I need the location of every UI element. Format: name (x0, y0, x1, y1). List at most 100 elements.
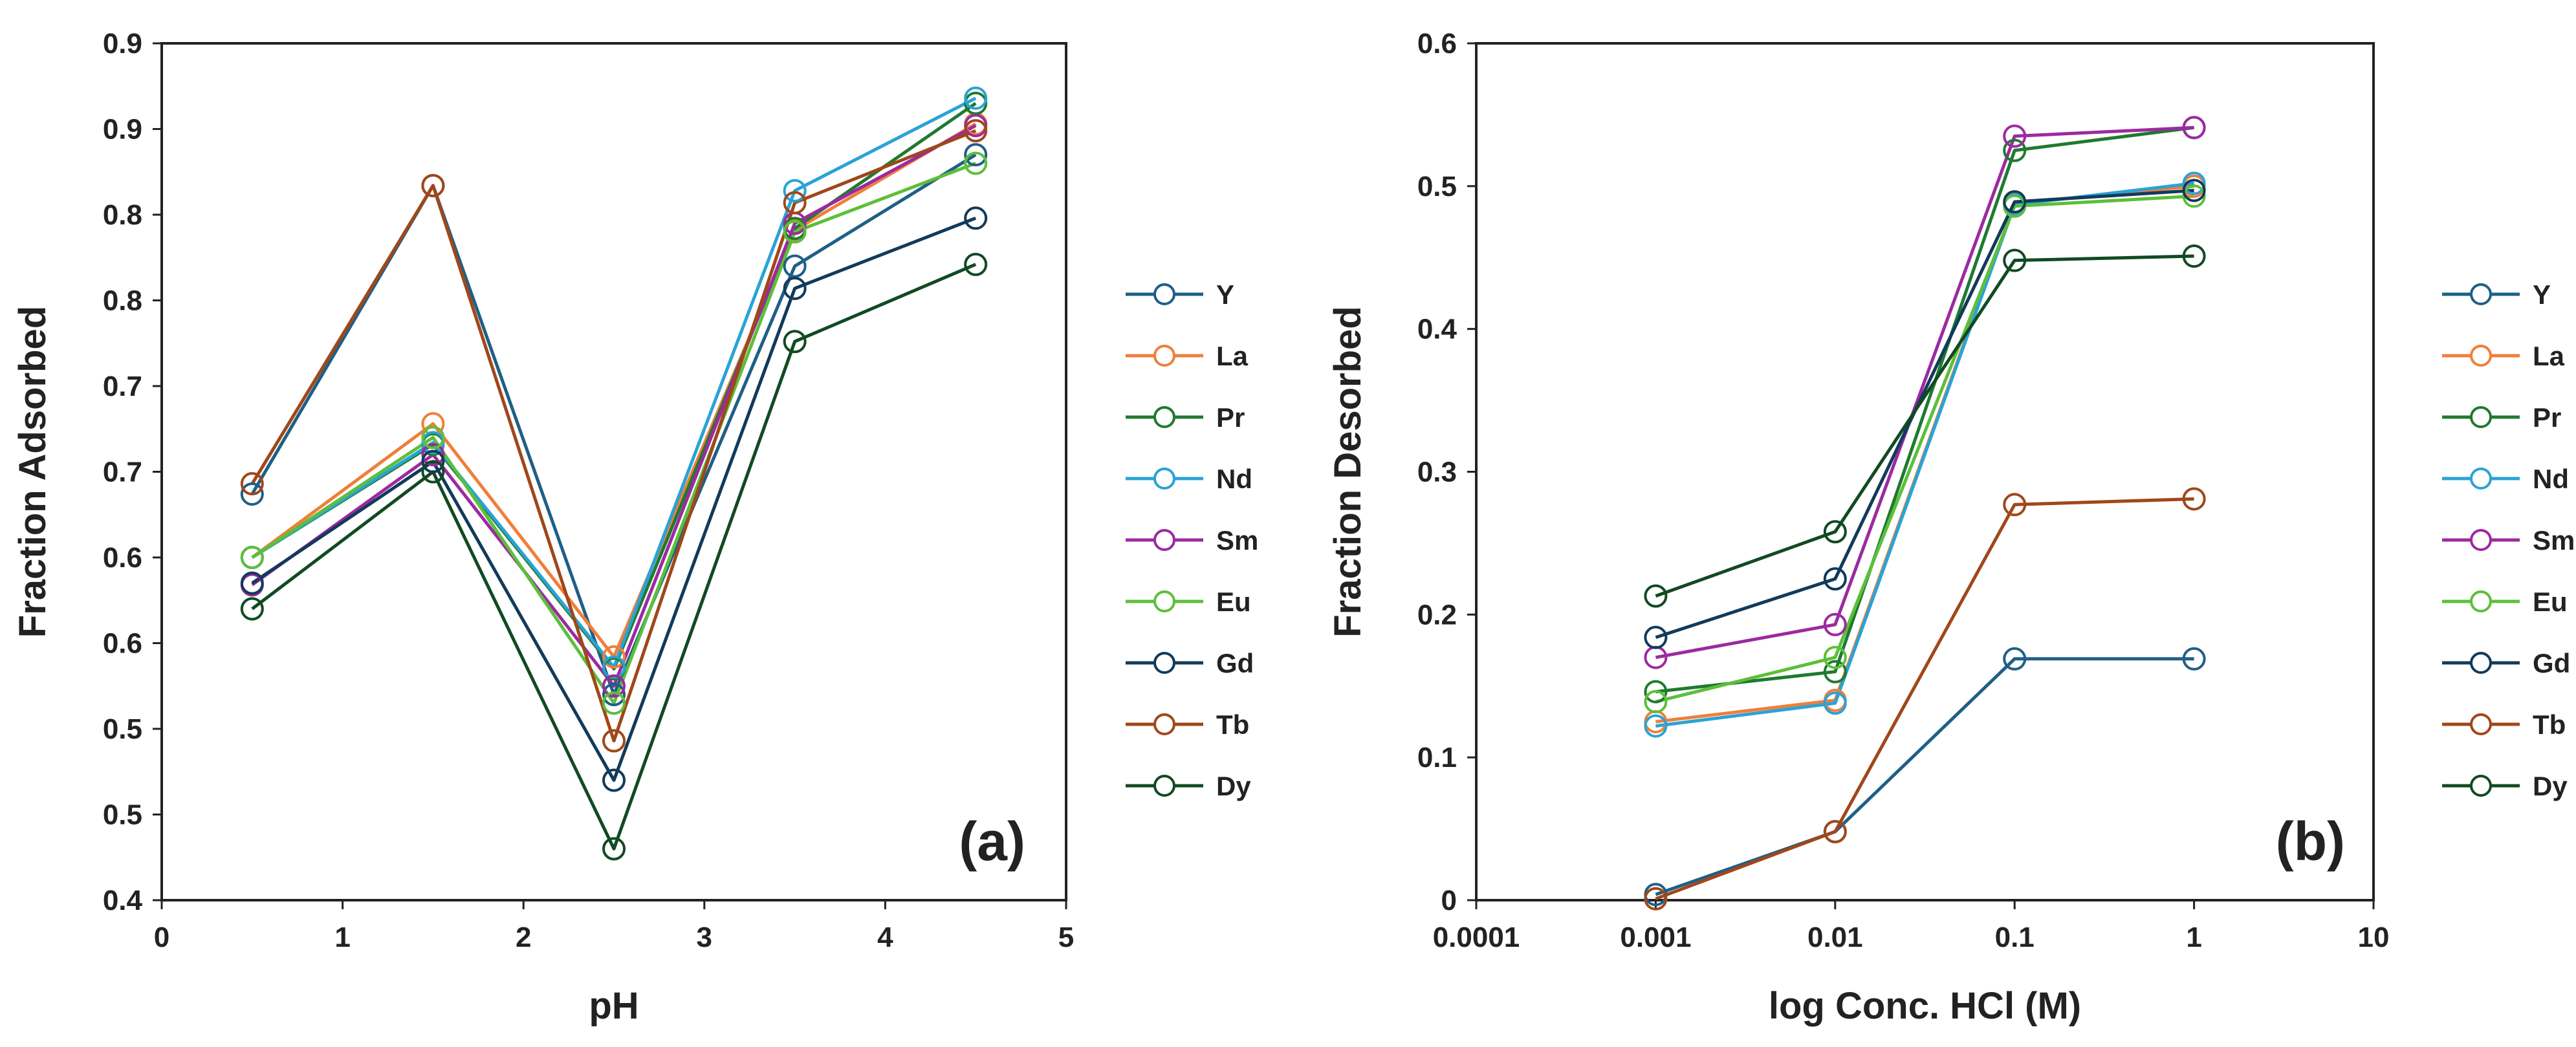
series-line-Gd (251, 216, 977, 782)
data-point-Sm (2182, 116, 2206, 140)
legend-item-Nd: Nd (1126, 464, 1252, 494)
data-point-Eu (1644, 690, 1668, 714)
legend-marker-Pr (2470, 406, 2492, 428)
legend-item-Pr: Pr (1126, 402, 1245, 433)
x-tick-label: 2 (516, 922, 531, 953)
y-tick-label: 0.2 (1417, 599, 1457, 631)
legend-marker-Sm (2470, 529, 2492, 551)
legend-label-Sm: Sm (2533, 525, 2575, 556)
data-point-Y (2182, 647, 2206, 671)
chart-panel-1: 0 1 2 3 4 5 0.4 0.5 0.5 0.6 0.6 0.7 0.7 0.8 0.8 0.9 0.9 p… (12, 28, 1258, 1027)
legend-label-Y: Y (1216, 279, 1234, 310)
data-point-Tb (240, 472, 264, 496)
legend-label-Gd: Gd (1216, 648, 1254, 678)
data-point-Dy (1644, 584, 1668, 608)
chart-panel-2: 0.0001 0.001 0.01 0.1 1 10 0 0.1 0.2 0.3 0.4 0.5 0.6… (1327, 28, 2575, 1027)
series-line-Tb (250, 129, 977, 743)
data-point-Gd (2003, 190, 2027, 214)
legend-label-Nd: Nd (2533, 464, 2569, 494)
panel-label: (b) (2276, 811, 2345, 872)
legend-label-Eu: Eu (1216, 587, 1251, 617)
legend: Y La Pr Nd Sm Eu Gd Tb Dy (2442, 279, 2575, 801)
data-point-Eu (602, 691, 626, 715)
data-point-Sm (2003, 124, 2027, 148)
legend-label-La: La (1216, 341, 1249, 371)
legend-marker-Pr (1153, 406, 1175, 428)
data-point-Dy (2182, 244, 2206, 268)
legend-label-Gd: Gd (2533, 648, 2570, 678)
x-tick-label: 1 (334, 922, 350, 953)
legend-item-Nd: Nd (2442, 464, 2569, 494)
y-tick-label: 0.6 (103, 628, 142, 660)
data-point-Nd (602, 655, 626, 679)
data-point-Tb (964, 119, 988, 143)
data-point-Y (964, 143, 988, 167)
legend-item-Dy: Dy (1126, 771, 1251, 801)
legend-marker-Gd (2470, 652, 2492, 674)
y-tick-label: 0.9 (103, 114, 142, 146)
legend-item-Gd: Gd (1126, 648, 1254, 678)
legend-label-Pr: Pr (1216, 402, 1245, 433)
data-point-Gd (783, 276, 807, 300)
data-point-Dy (240, 597, 264, 621)
legend-label-Pr: Pr (2533, 402, 2561, 433)
y-axis-title: Fraction Adsorbed (12, 306, 54, 638)
data-point-Eu (1823, 645, 1847, 669)
data-point-Dy (421, 460, 445, 484)
series-line-Y (250, 153, 977, 696)
series-line-Tb (1655, 497, 2194, 901)
legend-item-La: La (1126, 341, 1249, 371)
data-point-Gd (964, 206, 988, 230)
data-point-Tb (2182, 487, 2206, 511)
data-point-Dy (1823, 520, 1847, 544)
data-point-Eu (964, 151, 988, 175)
x-axis-title: pH (589, 985, 639, 1027)
legend-marker-Sm (1153, 529, 1175, 551)
legend: Y La Pr Nd Sm Eu Gd Tb Dy (1126, 279, 1258, 801)
x-tick-label: 0.0001 (1433, 922, 1520, 953)
data-point-Y (783, 254, 807, 278)
legend-marker-Eu (1153, 590, 1175, 612)
legend-item-Y: Y (1126, 279, 1234, 310)
legend-item-Y: Y (2442, 279, 2551, 310)
data-point-Eu (2182, 184, 2206, 208)
data-point-Tb (2003, 493, 2027, 517)
data-point-Tb (421, 173, 445, 197)
legend-label-Y: Y (2533, 279, 2551, 310)
x-tick-label: 3 (697, 922, 712, 953)
legend-marker-La (2470, 345, 2492, 367)
panel-label: (a) (959, 811, 1025, 872)
y-tick-label: 0.8 (103, 285, 142, 317)
legend-label-Eu: Eu (2533, 587, 2568, 617)
data-point-Eu (240, 546, 264, 569)
x-tick-label: 4 (877, 922, 893, 953)
y-tick-label: 0.7 (103, 457, 142, 488)
data-point-Pr (2003, 138, 2027, 162)
data-point-Gd (1644, 625, 1668, 649)
legend-item-Tb: Tb (2442, 709, 2566, 740)
y-tick-label: 0.5 (103, 713, 142, 745)
y-tick-label: 0.3 (1417, 457, 1457, 488)
legend-item-Dy: Dy (2442, 771, 2568, 801)
data-point-Nd (2182, 171, 2206, 195)
y-tick-label: 0.4 (1417, 314, 1457, 345)
data-point-Sm (602, 674, 626, 698)
y-tick-label: 0.7 (103, 371, 142, 402)
data-point-Gd (1823, 567, 1847, 591)
legend-marker-Tb (2470, 713, 2492, 735)
series-line-Dy (251, 263, 977, 850)
series-line-Gd (1655, 188, 2194, 640)
y-tick-label: 0.5 (1417, 171, 1457, 202)
data-point-Eu (421, 426, 445, 449)
legend-item-La: La (2442, 341, 2565, 371)
legend-marker-Eu (2470, 590, 2492, 612)
x-tick-label: 10 (2358, 922, 2390, 953)
x-axis-title: log Conc. HCl (M) (1769, 985, 2081, 1027)
series-line-Dy (1655, 254, 2194, 598)
y-tick-label: 0 (1441, 885, 1457, 916)
legend-label-Dy: Dy (1216, 771, 1251, 801)
legend-item-Pr: Pr (2442, 402, 2561, 433)
legend-label-Nd: Nd (1216, 464, 1252, 494)
data-point-Sm (1823, 612, 1847, 636)
